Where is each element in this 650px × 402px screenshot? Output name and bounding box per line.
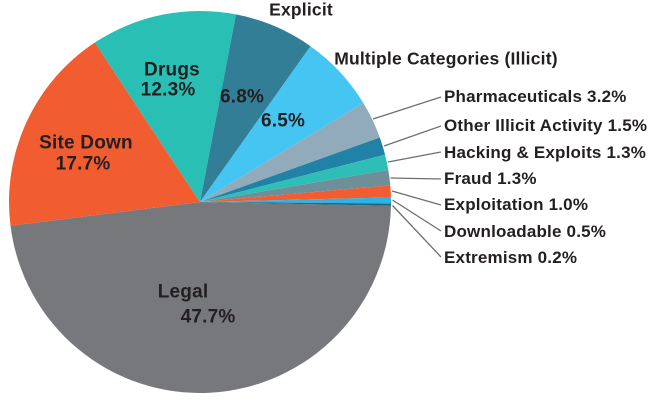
callout-line-extremism <box>392 205 442 258</box>
slice-pct-explicit: 6.8% <box>219 86 265 108</box>
pie-slice-multiple-categories-illicit <box>200 46 364 203</box>
slice-name-multiple-categories: Multiple Categories (Illicit) <box>334 48 558 69</box>
callout-label-hacking-exploits: Hacking & Exploits 1.3% <box>444 142 647 162</box>
callout-label-other-illicit-activity: Other Illicit Activity 1.5% <box>444 115 648 135</box>
callout-lines-group <box>372 96 442 258</box>
pie-slice-pharmaceuticals <box>200 102 380 202</box>
pie-slice-downloadable <box>200 197 391 204</box>
pie-slice-other-illicit-activity <box>200 137 386 202</box>
callout-line-exploitation <box>391 190 442 206</box>
callout-label-pharmaceuticals: Pharmaceuticals 3.2% <box>444 87 627 106</box>
callout-label-fraud: Fraud 1.3% <box>444 169 537 188</box>
callout-line-other-illicit-activity <box>383 125 442 147</box>
pie-slice-drugs <box>94 11 237 202</box>
pie-slice-hacking-exploits <box>200 154 389 202</box>
callout-label-exploitation: Exploitation 1.0% <box>444 195 589 214</box>
slice-name-legal: Legal <box>157 281 209 303</box>
slice-pct-multiple-categories: 6.5% <box>260 110 306 132</box>
callout-label-extremism: Extremism 0.2% <box>444 247 578 267</box>
pie-slice-extremism <box>200 202 391 206</box>
slice-pct-site-down: 17.7% <box>55 153 111 175</box>
callout-label-downloadable: Downloadable 0.5% <box>444 221 607 241</box>
pie-slice-legal <box>10 202 391 393</box>
callout-line-fraud <box>390 177 442 180</box>
slice-name-explicit: Explicit <box>269 0 333 20</box>
slice-name-drugs: Drugs <box>144 59 200 81</box>
slice-name-site-down: Site Down <box>39 132 133 154</box>
pie-slices-group <box>9 11 391 393</box>
pie-slice-explicit <box>200 14 311 203</box>
callout-line-downloadable <box>392 199 442 232</box>
pie-slice-exploitation <box>200 185 391 202</box>
pie-slice-site-down <box>9 42 200 226</box>
callout-line-pharmaceuticals <box>372 96 442 120</box>
slice-pct-drugs: 12.3% <box>140 79 196 101</box>
pie-slice-fraud <box>200 169 391 202</box>
slice-pct-legal: 47.7% <box>180 306 236 328</box>
callout-line-hacking-exploits <box>387 151 442 163</box>
